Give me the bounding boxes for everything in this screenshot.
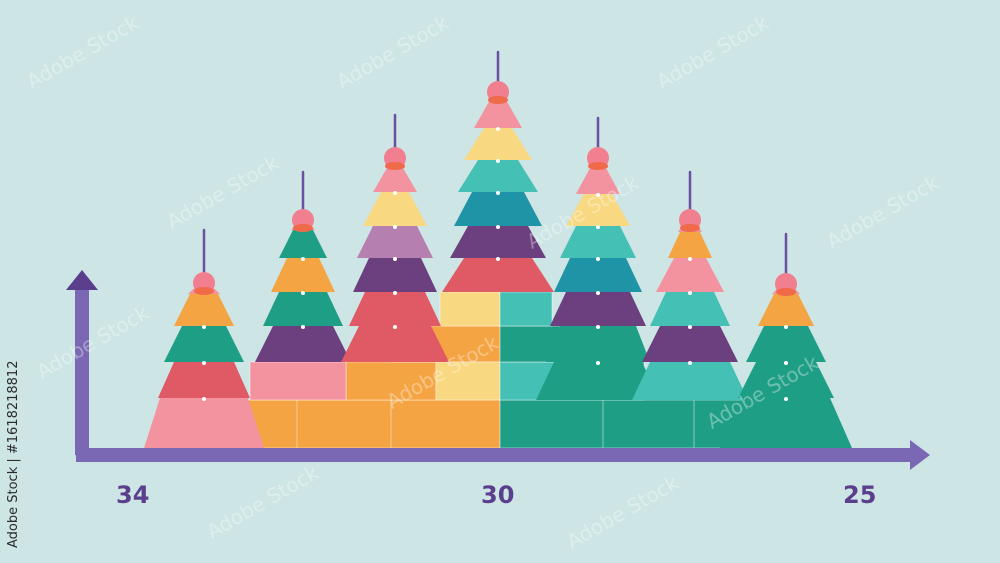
tree-bead	[393, 325, 397, 329]
tree-tier	[271, 258, 335, 292]
tree-tier	[144, 398, 264, 448]
tree-tier	[373, 168, 417, 192]
tree-tier	[746, 326, 826, 362]
tree-bead	[393, 225, 397, 229]
tree-bead	[496, 159, 500, 163]
tree-bead	[688, 291, 692, 295]
tree-bead	[688, 325, 692, 329]
tree-tier	[632, 362, 748, 400]
tree-tier	[474, 100, 522, 128]
tree-tier	[279, 230, 327, 258]
tree-tier	[560, 226, 636, 258]
tree-tier	[550, 292, 646, 326]
base-block	[439, 291, 501, 327]
tree-tier	[566, 194, 630, 226]
tree-bead	[596, 361, 600, 365]
ornament-base	[588, 162, 608, 170]
ornament-base	[385, 162, 405, 170]
base-block	[390, 399, 501, 449]
tree-bead	[393, 191, 397, 195]
base-block	[499, 291, 553, 327]
tree-bead	[496, 127, 500, 131]
stock-image-id: Adobe Stock | #1618218812	[6, 360, 21, 548]
tree-tier	[357, 226, 433, 258]
tree-tier	[554, 258, 642, 292]
ornament-base	[488, 96, 508, 104]
tree-bead	[596, 257, 600, 261]
tree-tier	[546, 326, 650, 362]
tree-tier	[758, 294, 814, 326]
base-block	[249, 361, 347, 401]
tree-tier	[349, 292, 441, 326]
tree-bead	[496, 225, 500, 229]
tree-bead	[784, 397, 788, 401]
tree-tier	[650, 292, 730, 326]
tree-tier	[458, 160, 538, 192]
tree-tier	[255, 326, 351, 362]
ornament-base	[680, 224, 700, 232]
base-block	[435, 361, 501, 401]
axis-label-left: 34	[116, 481, 150, 509]
tree-bead	[596, 225, 600, 229]
tree-bead	[496, 257, 500, 261]
axis-label-mid: 30	[481, 481, 515, 509]
x-axis-arrow-icon	[910, 440, 930, 470]
tree-tier	[158, 362, 250, 398]
tree-tier	[341, 326, 449, 362]
ornament-base	[194, 287, 214, 295]
tree-tier	[164, 326, 244, 362]
tree-tier	[454, 192, 542, 226]
tree-tier	[353, 258, 437, 292]
tree-tier	[442, 258, 554, 292]
tree-bead	[301, 257, 305, 261]
tree-tier	[450, 226, 546, 258]
axis-label-right: 25	[843, 481, 877, 509]
tree-bead	[301, 291, 305, 295]
tree-bead	[596, 193, 600, 197]
ornament-base	[776, 288, 796, 296]
tree-bead	[393, 291, 397, 295]
tree-tier	[536, 362, 660, 400]
tree-tier	[576, 168, 620, 194]
tree-bead	[301, 325, 305, 329]
tree-bead	[596, 325, 600, 329]
tree-tier	[174, 294, 234, 326]
tree-tier	[656, 258, 724, 292]
tree-bead	[688, 257, 692, 261]
tree-tier	[464, 128, 532, 160]
tree-bead	[202, 361, 206, 365]
tree-bead	[202, 397, 206, 401]
tree-tier	[263, 292, 343, 326]
base-block	[602, 399, 696, 449]
y-axis-arrow-icon	[66, 270, 98, 290]
tree-tier	[642, 326, 738, 362]
tree-tier	[738, 362, 834, 398]
tree-bead	[784, 325, 788, 329]
tree-bead	[202, 325, 206, 329]
tree-tier	[668, 232, 712, 258]
tree-bead	[688, 361, 692, 365]
tree-bead	[496, 191, 500, 195]
tree-tier	[363, 192, 427, 226]
tree-bead	[393, 257, 397, 261]
base-block	[296, 399, 393, 449]
tree-bead	[596, 291, 600, 295]
tree-tier	[720, 398, 852, 448]
base-block	[499, 399, 605, 449]
ornament-base	[293, 224, 313, 232]
tree-bead	[784, 361, 788, 365]
base-block	[345, 361, 437, 401]
